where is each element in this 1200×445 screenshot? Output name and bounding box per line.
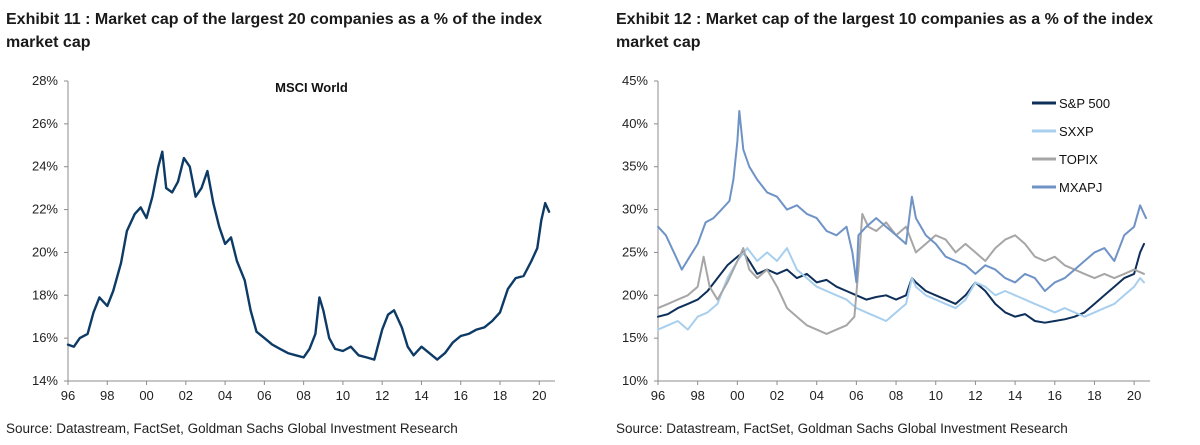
x-tick-label: 16 bbox=[454, 388, 468, 403]
x-tick-label: 96 bbox=[651, 388, 665, 403]
x-tick-label: 18 bbox=[493, 388, 507, 403]
x-tick-label: 20 bbox=[532, 388, 546, 403]
x-tick-label: 04 bbox=[809, 388, 823, 403]
x-tick-label: 10 bbox=[929, 388, 943, 403]
x-tick-label: 08 bbox=[889, 388, 903, 403]
exhibit-12-source: Source: Datastream, FactSet, Goldman Sac… bbox=[616, 421, 1068, 436]
x-tick-label: 14 bbox=[414, 388, 428, 403]
y-tick-label: 26% bbox=[32, 116, 58, 131]
x-tick-label: 06 bbox=[849, 388, 863, 403]
exhibit-11-panel: Exhibit 11 : Market cap of the largest 2… bbox=[0, 0, 590, 445]
y-tick-label: 30% bbox=[622, 202, 648, 217]
y-tick-label: 40% bbox=[622, 116, 648, 131]
legend-label: S&P 500 bbox=[1059, 96, 1110, 111]
x-tick-label: 98 bbox=[100, 388, 114, 403]
exhibit-12-panel: Exhibit 12 : Market cap of the largest 1… bbox=[610, 0, 1200, 445]
exhibit-11-source: Source: Datastream, FactSet, Goldman Sac… bbox=[6, 421, 458, 436]
y-tick-label: 16% bbox=[32, 330, 58, 345]
x-tick-label: 02 bbox=[179, 388, 193, 403]
series-line-mxapj bbox=[657, 110, 1147, 292]
chart-title: MSCI World bbox=[275, 80, 348, 95]
legend-label: TOPIX bbox=[1059, 152, 1098, 167]
exhibit-12-chart: 10% 15% 20% 25% 30% 35% 40% 45% 96 98 00 02 04 06 08 10… bbox=[622, 73, 1150, 403]
x-tick-label: 04 bbox=[218, 388, 232, 403]
x-tick-label: 10 bbox=[336, 388, 350, 403]
y-tick-label: 22% bbox=[32, 202, 58, 217]
x-tick-label: 14 bbox=[1008, 388, 1022, 403]
y-tick-label: 20% bbox=[622, 287, 648, 302]
y-tick-label: 20% bbox=[32, 244, 58, 259]
x-tick-label: 00 bbox=[139, 388, 153, 403]
y-tick-label: 45% bbox=[622, 73, 648, 88]
series-line-sxxp bbox=[657, 247, 1145, 331]
y-tick-label: 18% bbox=[32, 287, 58, 302]
exhibit-11-title: Exhibit 11 : Market cap of the largest 2… bbox=[6, 11, 543, 51]
series-line-topix bbox=[657, 212, 1145, 335]
x-tick-label: 12 bbox=[968, 388, 982, 403]
y-tick-label: 24% bbox=[32, 159, 58, 174]
x-tick-label: 00 bbox=[730, 388, 744, 403]
x-tick-label: 12 bbox=[375, 388, 389, 403]
exhibit-12-title: Exhibit 12 : Market cap of the largest 1… bbox=[616, 11, 1154, 51]
x-tick-label: 20 bbox=[1127, 388, 1141, 403]
series-line-msci-world bbox=[66, 150, 551, 361]
x-tick-label: 08 bbox=[296, 388, 310, 403]
exhibit-11-chart: 14% 16% 18% 20% 22% 24% 26% 28% 96 98 00 02 04 06 08 10… bbox=[32, 73, 555, 403]
x-tick-label: 98 bbox=[690, 388, 704, 403]
x-tick-label: 96 bbox=[61, 388, 75, 403]
y-tick-label: 14% bbox=[32, 373, 58, 388]
y-tick-label: 25% bbox=[622, 244, 648, 259]
legend-label: MXAPJ bbox=[1059, 180, 1102, 195]
y-tick-label: 10% bbox=[622, 373, 648, 388]
y-tick-label: 15% bbox=[622, 330, 648, 345]
y-tick-label: 35% bbox=[622, 159, 648, 174]
y-tick-label: 28% bbox=[32, 73, 58, 88]
legend-label: SXXP bbox=[1059, 124, 1094, 139]
x-tick-label: 06 bbox=[257, 388, 271, 403]
x-tick-label: 16 bbox=[1048, 388, 1062, 403]
x-tick-label: 02 bbox=[770, 388, 784, 403]
x-tick-label: 18 bbox=[1087, 388, 1101, 403]
